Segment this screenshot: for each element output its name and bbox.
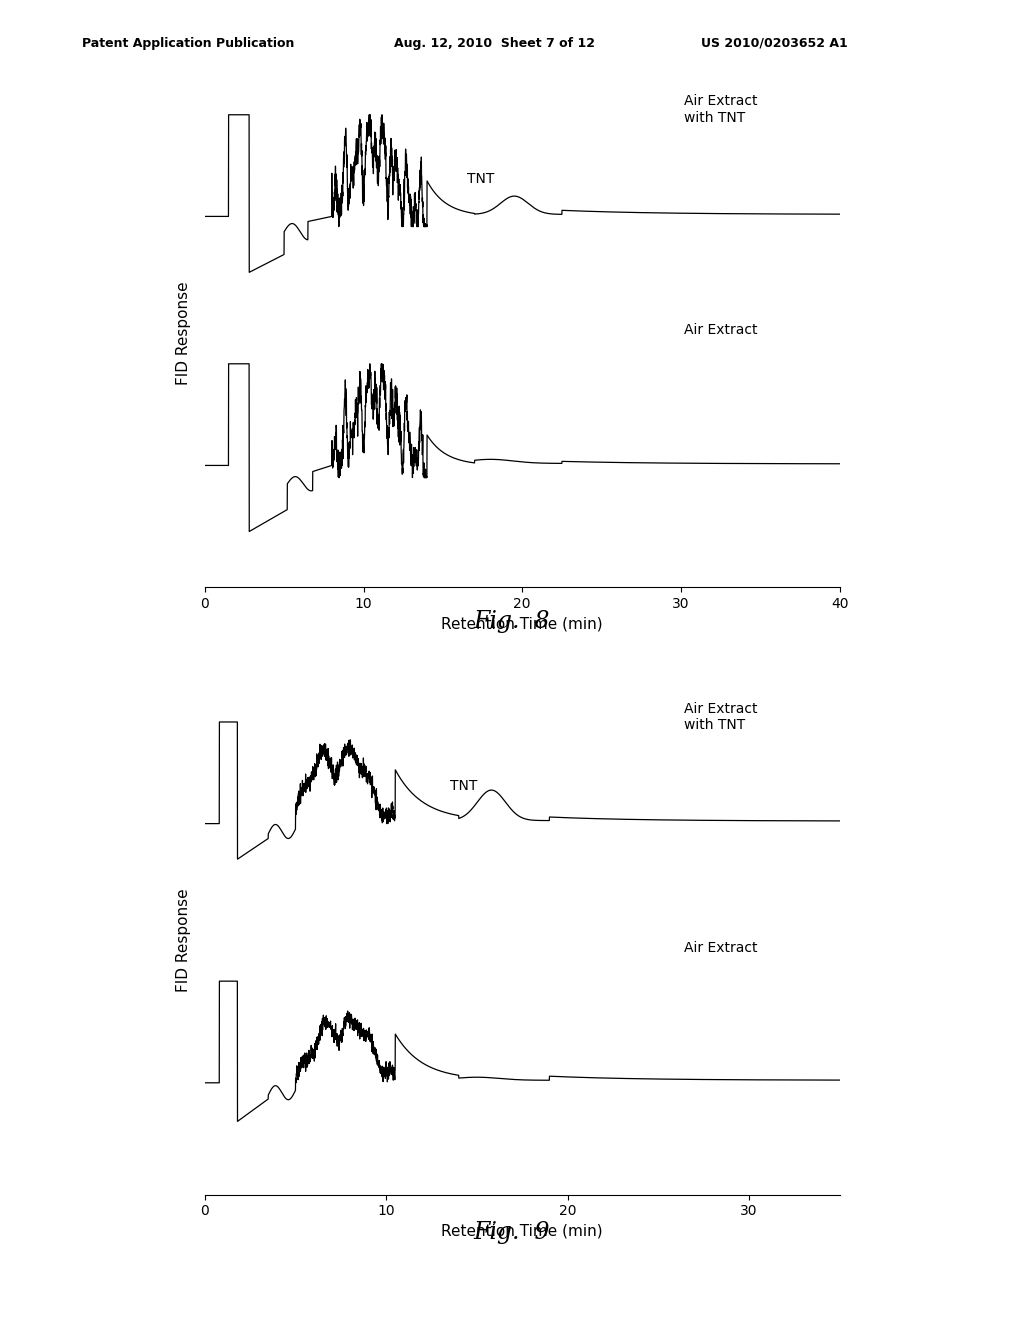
Text: Air Extract
with TNT: Air Extract with TNT (684, 702, 758, 731)
Text: TNT: TNT (450, 779, 477, 793)
Y-axis label: FID Response: FID Response (176, 281, 190, 385)
X-axis label: Retention Time (min): Retention Time (min) (441, 1224, 603, 1239)
Text: Air Extract: Air Extract (684, 940, 758, 954)
X-axis label: Retention Time (min): Retention Time (min) (441, 616, 603, 632)
Text: TNT: TNT (467, 172, 494, 186)
Text: US 2010/0203652 A1: US 2010/0203652 A1 (701, 37, 848, 50)
Text: Fig.  9: Fig. 9 (474, 1221, 550, 1243)
Text: Air Extract: Air Extract (684, 323, 758, 337)
Text: Patent Application Publication: Patent Application Publication (82, 37, 294, 50)
Text: Air Extract
with TNT: Air Extract with TNT (684, 95, 758, 124)
Text: Aug. 12, 2010  Sheet 7 of 12: Aug. 12, 2010 Sheet 7 of 12 (394, 37, 595, 50)
Text: Fig.  8: Fig. 8 (474, 610, 550, 632)
Y-axis label: FID Response: FID Response (176, 888, 190, 993)
